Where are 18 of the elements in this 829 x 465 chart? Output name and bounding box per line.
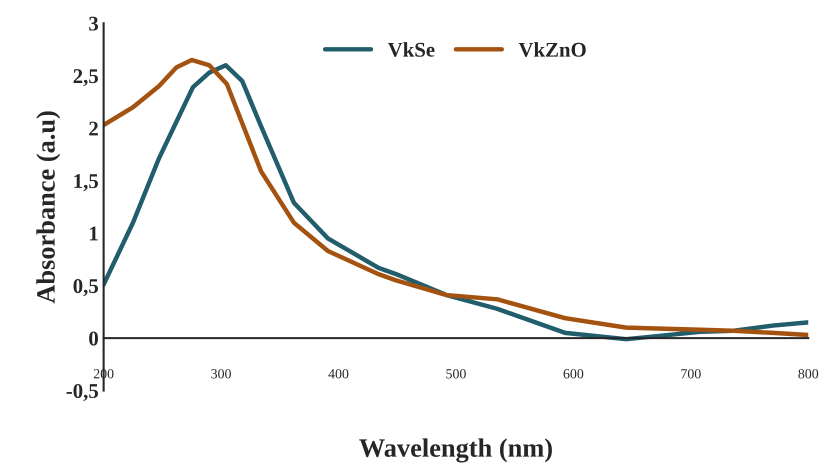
y-tick-label: 2,5 [74, 69, 98, 86]
y-tick-label: 3 [89, 16, 98, 31]
x-tick-label: 500 [446, 369, 466, 378]
x-tick-label: 700 [681, 369, 701, 378]
y-axis-title: Absorbance (a.u) [36, 111, 60, 304]
y-tick-label: 1,5 [74, 174, 98, 192]
x-tick-label: 400 [328, 369, 348, 378]
legend-label: VkSe [388, 42, 435, 57]
y-tick-label: 0,5 [74, 279, 98, 296]
x-tick-label: 300 [211, 369, 231, 378]
x-axis-title: Wavelength (nm) [359, 438, 552, 462]
y-tick-label: 2 [89, 122, 98, 136]
x-tick-label: 800 [798, 369, 818, 378]
y-tick-label: 1 [90, 226, 98, 240]
y-tick-label: -0,5 [66, 384, 98, 402]
x-tick-label: 600 [564, 369, 584, 378]
y-tick-label: 0 [89, 331, 98, 346]
legend-label: VkZnO [518, 42, 586, 57]
